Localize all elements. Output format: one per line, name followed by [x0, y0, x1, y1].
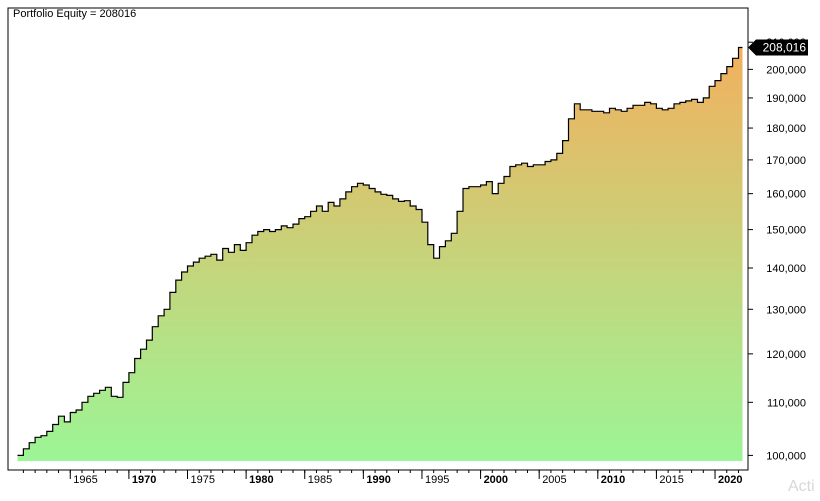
x-tick-label: 1975: [191, 474, 215, 486]
x-tick-label: 2015: [659, 474, 683, 486]
x-tick-label: 1980: [249, 474, 273, 486]
x-axis: 1965 1970 1975 1980 1985 1990 1995 2000 2005 2010…: [22, 470, 743, 486]
chart-title: Portfolio Equity = 208016: [13, 8, 137, 20]
x-tick-label: 2020: [718, 474, 742, 486]
last-value-label: 208,016: [763, 40, 807, 54]
x-tick-label: 2010: [601, 474, 625, 486]
x-tick-label: 2005: [542, 474, 566, 486]
x-tick-label: 1990: [366, 474, 390, 486]
x-tick-label: 1985: [308, 474, 332, 486]
y-tick-label: 170,000: [766, 155, 806, 167]
equity-area-fill: [17, 47, 743, 461]
x-tick-label: 1970: [132, 474, 156, 486]
y-tick-label: 150,000: [766, 225, 806, 237]
x-tick-label: 1965: [73, 474, 97, 486]
x-tick-label: 1995: [425, 474, 449, 486]
last-value-badge: [748, 39, 808, 56]
equity-area-layer: [17, 46, 743, 461]
y-tick-label: 130,000: [766, 304, 806, 316]
y-axis: 100,000 110,000 120,000 130,000 140,000 150,0…: [748, 37, 806, 462]
watermark-text: Acti: [788, 478, 815, 495]
y-tick-label: 100,000: [766, 450, 806, 462]
y-tick-label: 120,000: [766, 349, 806, 361]
equity-line: [17, 46, 743, 456]
y-tick-label: 190,000: [766, 93, 806, 105]
y-tick-label: 200,000: [766, 64, 806, 76]
y-tick-label: 160,000: [766, 189, 806, 201]
last-value-marker: 208,016: [748, 39, 808, 56]
y-tick-label: 110,000: [767, 397, 806, 409]
y-tick-label: 140,000: [766, 263, 806, 275]
y-tick-label: 180,000: [766, 123, 806, 135]
x-tick-label: 2000: [484, 474, 508, 486]
